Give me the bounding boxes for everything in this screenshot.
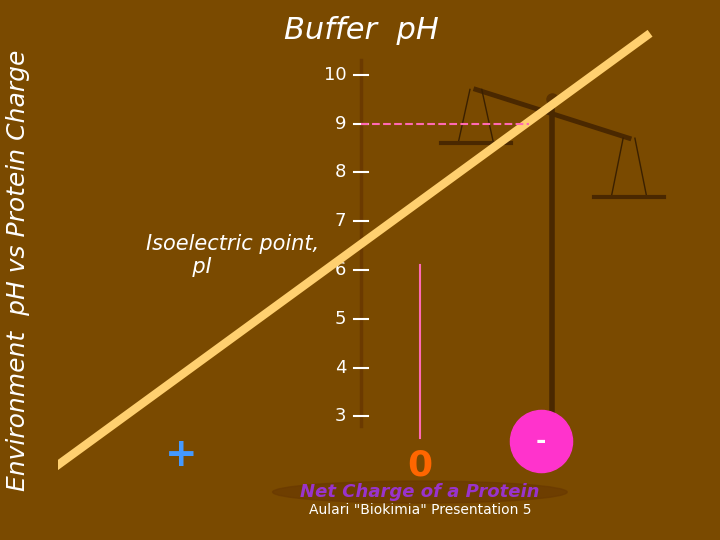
Text: Isoelectric point,
       pI: Isoelectric point, pI [146,234,319,277]
Text: Net Charge of a Protein: Net Charge of a Protein [300,483,540,501]
Text: Aulari "Biokimia" Presentation 5: Aulari "Biokimia" Presentation 5 [309,503,531,517]
Text: +: + [165,436,197,475]
Text: 10: 10 [323,66,346,84]
Text: Environment  pH vs Protein Charge: Environment pH vs Protein Charge [6,49,30,491]
Text: 3: 3 [335,407,346,426]
Text: -: - [536,429,546,453]
Text: 4: 4 [335,359,346,376]
Text: Buffer  pH: Buffer pH [284,16,438,45]
Point [535,436,546,445]
Ellipse shape [273,481,567,503]
Text: 5: 5 [335,310,346,328]
Text: 6: 6 [335,261,346,279]
Text: 0: 0 [408,448,433,482]
Text: 9: 9 [335,114,346,133]
Text: 8: 8 [335,164,346,181]
Text: 7: 7 [335,212,346,230]
